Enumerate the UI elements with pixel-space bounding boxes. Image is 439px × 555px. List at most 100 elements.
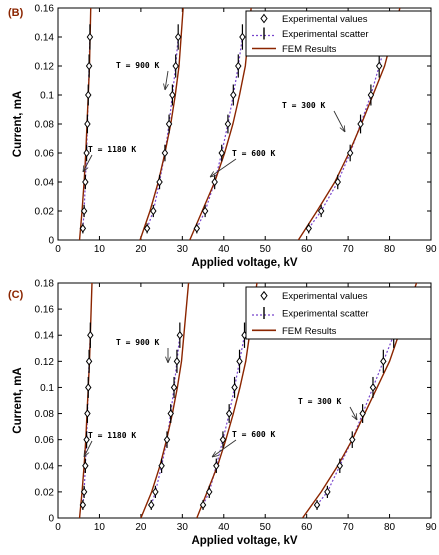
x-tick-label: 80: [384, 522, 396, 533]
x-tick-label: 30: [177, 244, 189, 255]
legend-entry: FEM Results: [282, 44, 337, 55]
plot-marks: [78, 283, 418, 518]
panel-label: (C): [8, 289, 24, 301]
annotation-arrow: [212, 439, 237, 457]
y-tick-label: 0: [48, 236, 54, 247]
experimental-point: [87, 330, 94, 340]
y-tick-label: 0.02: [35, 207, 55, 218]
experimental-point: [86, 32, 94, 42]
experimental-point: [219, 435, 227, 445]
experimental-point: [173, 356, 181, 366]
x-tick-label: 30: [177, 522, 189, 533]
experimental-point: [85, 383, 92, 392]
y-tick-label: 0.14: [35, 331, 55, 342]
experimental-point: [218, 148, 225, 158]
experimental-point: [84, 119, 91, 129]
experimental-point: [80, 487, 88, 497]
annotation-arrow: [84, 440, 93, 457]
x-tick-label: 70: [343, 244, 355, 255]
experimental-point: [375, 61, 383, 71]
y-tick-label: 0.02: [35, 487, 55, 498]
fem-line-series-3: [297, 8, 401, 240]
experimental-point: [213, 461, 220, 471]
annotation-arrow: [83, 154, 93, 172]
fem-line-series-2: [189, 8, 252, 240]
experimental-point: [150, 206, 157, 216]
experimental-point: [236, 356, 243, 366]
experimental-point: [211, 177, 218, 187]
x-tick-label: 60: [301, 244, 313, 255]
y-tick-label: 0.06: [35, 149, 55, 160]
y-tick-label: 0.08: [35, 409, 55, 420]
experimental-point: [79, 224, 87, 233]
x-tick-label: 60: [301, 522, 313, 533]
legend-box: [245, 286, 432, 340]
experimental-point: [367, 90, 375, 100]
experimental-point: [148, 500, 155, 510]
experimental-point: [84, 409, 91, 418]
y-tick-label: 0.12: [35, 357, 55, 368]
legend-entry: FEM Results: [282, 326, 337, 337]
annotation-label: T = 1180 K: [88, 145, 136, 154]
experimental-point: [156, 177, 163, 187]
x-tick-label: 10: [94, 244, 106, 255]
x-tick-label: 40: [218, 244, 230, 255]
annotation-arrow: [165, 70, 168, 90]
experimental-point: [80, 206, 88, 216]
experimental-point: [334, 177, 341, 187]
experimental-point: [239, 32, 246, 42]
x-axis-label: Applied voltage, kV: [191, 535, 297, 547]
x-tick-label: 20: [135, 244, 147, 255]
experimental-point: [143, 224, 151, 233]
fem-line-series-0: [78, 283, 93, 518]
annotation-arrow: [210, 158, 237, 177]
experimental-point: [85, 356, 93, 366]
experimental-point: [83, 435, 90, 445]
experimental-point: [172, 61, 179, 71]
y-tick-label: 0.14: [35, 33, 55, 44]
x-tick-label: 50: [260, 244, 272, 255]
x-tick-label: 0: [55, 244, 61, 255]
y-tick-label: 0.18: [35, 279, 55, 290]
experimental-point: [158, 461, 165, 471]
annotation-label: T = 600 K: [232, 149, 276, 158]
x-tick-label: 50: [260, 522, 272, 533]
legend-entry: Experimental values: [282, 14, 368, 25]
experimental-point: [230, 90, 237, 100]
fem-line-series-1: [140, 283, 190, 518]
y-tick-label: 0.1: [40, 383, 54, 394]
legend: Experimental values Experimental scatter F…: [245, 286, 432, 340]
experimental-point: [357, 119, 364, 129]
x-tick-label: 70: [343, 522, 355, 533]
x-tick-label: 90: [425, 244, 437, 255]
experimental-point: [163, 435, 171, 445]
experimental-point: [201, 206, 209, 216]
experimental-point: [324, 487, 331, 497]
panel-label: (B): [8, 7, 24, 19]
experimental-point: [161, 148, 169, 158]
y-tick-label: 0: [48, 514, 54, 525]
experimental-point: [346, 148, 354, 158]
chart-panel-b: 0 10 20 30 40 50 60 70 80 90 0 0.02 0.04 0.06 0.08 0.1 0…: [8, 4, 437, 270]
experimental-point: [206, 487, 213, 497]
legend-entry: Experimental values: [282, 291, 368, 302]
experimental-point: [359, 409, 366, 418]
scatter-line-series-3: [316, 335, 395, 506]
y-tick-label: 0.04: [35, 178, 55, 189]
y-tick-label: 0.16: [35, 305, 55, 316]
experimental-point: [380, 356, 387, 366]
x-tick-label: 20: [135, 522, 147, 533]
scatter-line-series-2: [202, 335, 246, 506]
experimental-point: [231, 383, 238, 392]
annotation-arrow: [333, 110, 345, 132]
legend-marker-diamond: [260, 290, 268, 301]
legend-entry: Experimental scatter: [282, 309, 369, 320]
experimental-point: [169, 90, 176, 100]
experimental-point: [152, 487, 159, 497]
x-tick-label: 10: [94, 522, 106, 533]
annotation-label: T = 300 K: [282, 101, 326, 110]
experimental-point: [82, 461, 89, 471]
legend-entry: Experimental scatter: [282, 29, 369, 40]
experimental-point: [317, 206, 325, 216]
